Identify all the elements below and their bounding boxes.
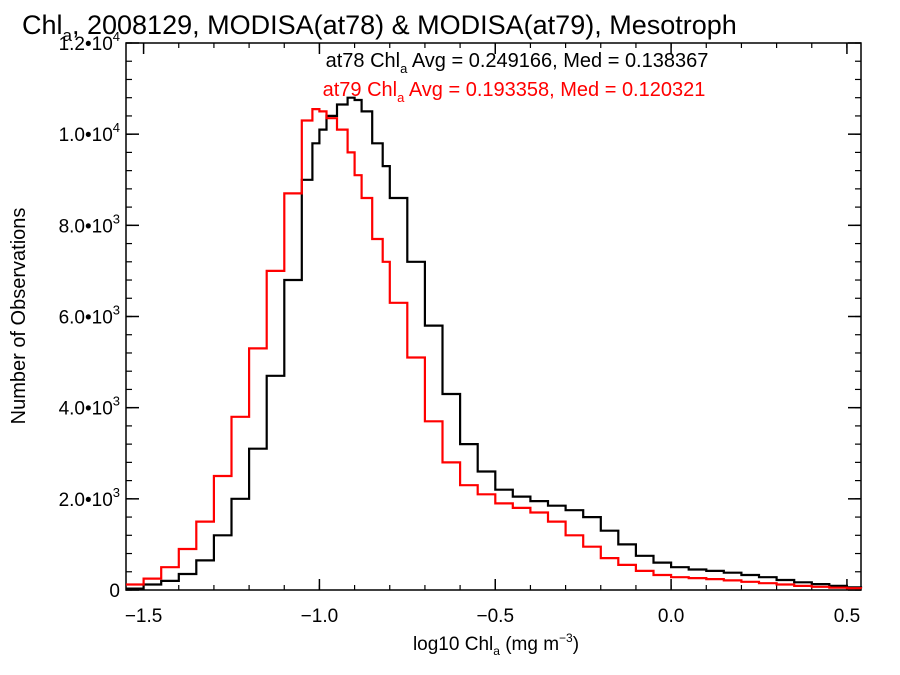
y-tick-label: 6.0•103 <box>59 303 120 329</box>
x-tick-label: 0.0 <box>658 606 684 627</box>
y-tick: 8.0•103 <box>59 211 861 237</box>
y-tick-label: 1.2•104 <box>59 29 120 55</box>
series-at79-line <box>126 108 863 590</box>
x-tick: −0.5 <box>477 43 515 627</box>
plot-frame <box>125 42 862 591</box>
chart-title: Chla, 2008129, MODISA(at78) & MODISA(at7… <box>22 10 737 45</box>
y-tick-label: 8.0•103 <box>59 211 120 237</box>
x-tick-label: −1.0 <box>301 606 339 627</box>
x-axis-label: log10 Chla (mg m−3) <box>413 631 579 658</box>
axis-ticks: −1.5 −1.0 −0.5 0.0 0.5 0 2.0•103 4.0•103 6.0•103… <box>59 29 861 627</box>
y-axis-label: Number of Observations <box>8 208 30 425</box>
x-tick-label: −1.5 <box>125 606 163 627</box>
y-tick: 4.0•103 <box>59 394 861 420</box>
y-tick-label: 0 <box>109 581 120 602</box>
y-tick-label: 1.0•104 <box>59 120 120 146</box>
data-series <box>126 96 863 590</box>
chart-title-subscript: a <box>63 26 73 45</box>
y-tick-label: 2.0•103 <box>59 485 120 511</box>
series-at78-line <box>126 96 863 590</box>
y-tick: 6.0•103 <box>59 303 861 329</box>
y-tick-label: 4.0•103 <box>59 394 120 420</box>
y-tick: 2.0•103 <box>59 485 861 511</box>
x-tick-label: −0.5 <box>477 606 515 627</box>
stats-line-at79: at79 Chla Avg = 0.193358, Med = 0.120321 <box>323 79 706 105</box>
y-tick: 1.0•104 <box>59 120 861 146</box>
x-tick-label: 0.5 <box>834 606 860 627</box>
y-tick: 0 <box>109 581 861 602</box>
stats-line-at78: at78 Chla Avg = 0.249166, Med = 0.138367 <box>326 50 709 76</box>
x-tick: 0.0 <box>658 43 684 627</box>
